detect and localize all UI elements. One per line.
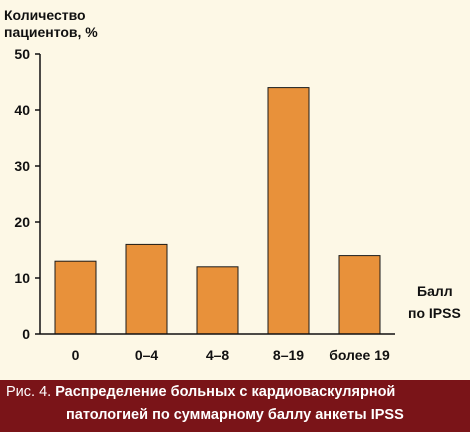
x-tick-label: более 19 [329, 347, 390, 363]
bars-group [54, 87, 381, 335]
y-tick-label: 50 [14, 46, 30, 62]
x-axis-tick-labels: 0 0–4 4–8 8–19 более 19 [72, 347, 390, 363]
x-tick-label: 4–8 [206, 347, 230, 363]
x-tick-label: 8–19 [273, 347, 304, 363]
caption-line-1: Распределение больных с кардиоваскулярно… [55, 384, 396, 400]
y-tick-label: 0 [22, 326, 30, 342]
x-tick-label: 0 [72, 347, 80, 363]
x-tick-label: 0–4 [135, 347, 159, 363]
bar [125, 243, 168, 335]
bar [338, 255, 381, 335]
y-axis-title-line-2: пациентов, % [4, 24, 98, 40]
bar [267, 87, 310, 335]
x-axis-title-line-1: Балл [417, 283, 453, 299]
y-tick-label: 20 [14, 214, 30, 230]
y-axis-ticks: 0 10 20 30 40 50 [14, 46, 40, 342]
figure-caption: Рис. 4. Распределение больных с кардиова… [0, 380, 470, 432]
caption-line-2: патологией по суммарному баллу анкеты IP… [66, 407, 404, 423]
y-tick-label: 30 [14, 158, 30, 174]
y-tick-label: 40 [14, 102, 30, 118]
y-tick-label: 10 [14, 270, 30, 286]
caption-label: Рис. 4. [6, 384, 52, 400]
bar [196, 266, 239, 335]
bar [54, 260, 97, 335]
bar-chart: Количество пациентов, % 0 10 20 30 40 50 0 0–4… [4, 7, 461, 363]
y-axis-title-line-1: Количество [4, 7, 86, 23]
x-axis-title-line-2: по IPSS [408, 305, 461, 321]
